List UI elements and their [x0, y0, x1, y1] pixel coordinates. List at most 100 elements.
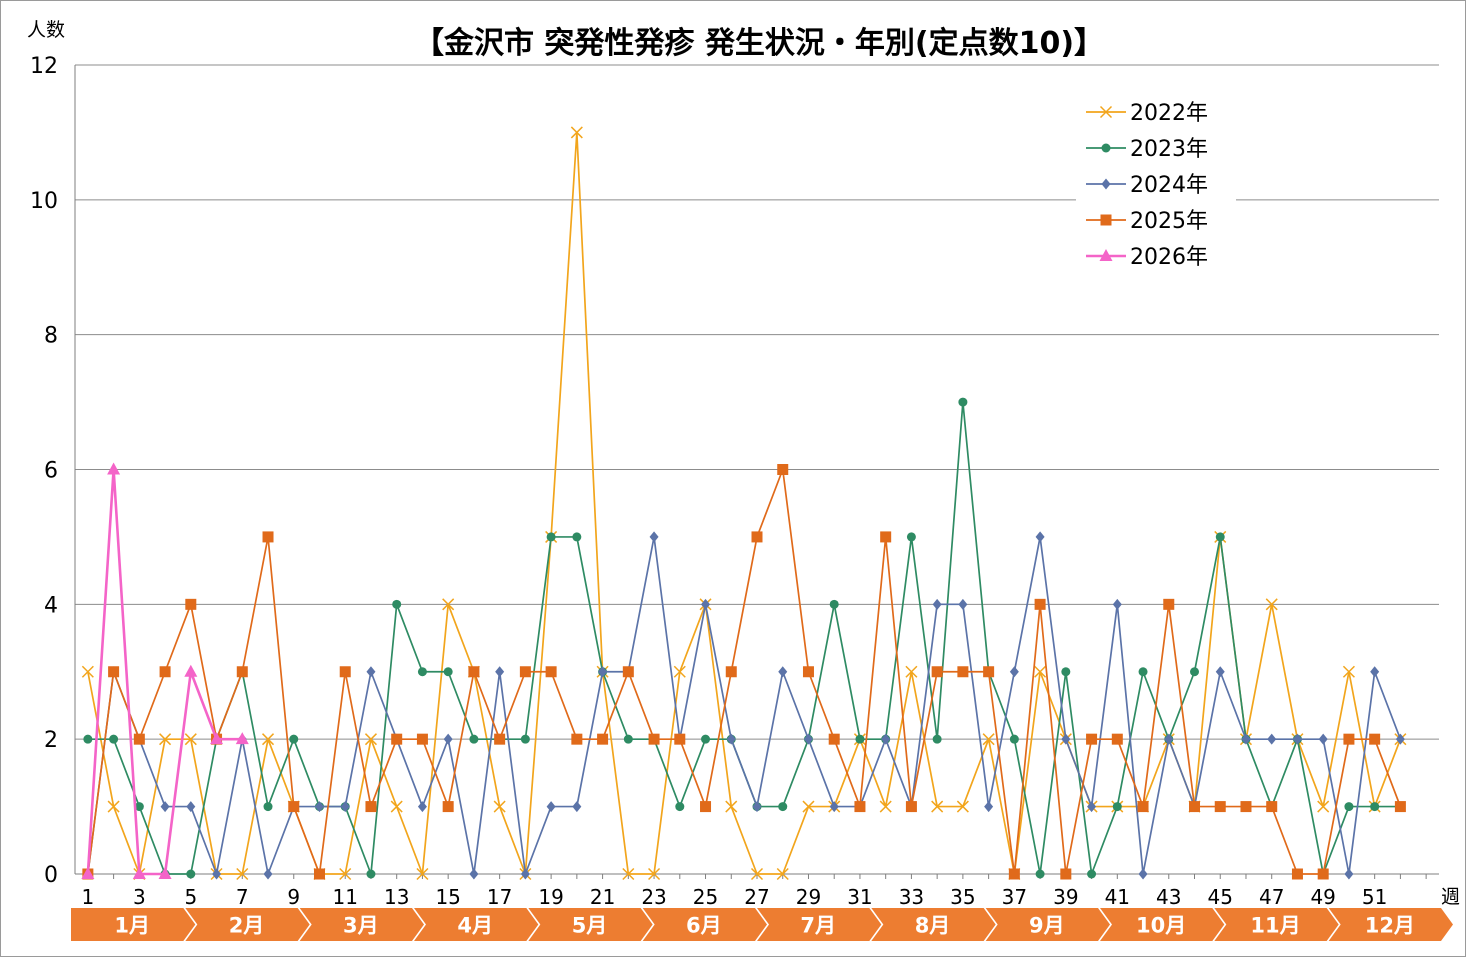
x-tick-label: 5 — [184, 885, 197, 909]
data-point — [443, 667, 453, 677]
legend-label: 2023年 — [1130, 137, 1208, 162]
x-axis-label: 週 — [1441, 886, 1460, 908]
data-point — [1317, 800, 1330, 813]
month-label: 3月 — [343, 914, 379, 938]
data-point — [314, 801, 324, 813]
legend-marker — [1101, 178, 1111, 190]
data-point — [1215, 532, 1225, 542]
data-point — [262, 531, 274, 543]
data-point — [1318, 733, 1328, 745]
data-point — [622, 867, 635, 881]
month-chevron — [1328, 908, 1453, 941]
x-tick-label: 29 — [796, 885, 821, 909]
data-point — [159, 666, 171, 678]
data-point — [597, 733, 609, 745]
x-tick-label: 11 — [332, 885, 357, 909]
y-tick-labels: 0 2 4 6 8 10 12 — [30, 54, 58, 888]
x-tick-label: 17 — [487, 885, 512, 909]
marker-stroke — [776, 867, 789, 881]
data-point — [1087, 801, 1097, 813]
data-point — [725, 800, 738, 813]
data-point — [313, 868, 325, 880]
data-point — [701, 734, 711, 744]
data-point — [1035, 531, 1045, 543]
data-point — [365, 801, 377, 813]
data-point — [1266, 801, 1278, 813]
data-point — [339, 666, 351, 678]
data-point — [648, 867, 661, 881]
data-point — [263, 868, 273, 880]
x-tick-label: 41 — [1105, 885, 1130, 909]
data-point — [339, 867, 352, 881]
x-tick-label: 23 — [641, 885, 666, 909]
data-point — [366, 869, 376, 879]
data-point — [854, 801, 866, 813]
data-point — [83, 734, 93, 744]
data-point — [1370, 802, 1380, 812]
marker-stroke — [1265, 598, 1278, 611]
legend-item: 2025年 — [1086, 209, 1208, 234]
data-point — [1344, 868, 1354, 880]
data-point — [700, 801, 712, 813]
month-label: 2月 — [229, 914, 265, 938]
legend-marker — [1099, 105, 1113, 119]
marker-stroke — [107, 800, 120, 813]
series-line — [87, 536, 1402, 875]
data-point — [1189, 801, 1201, 813]
month-label: 7月 — [800, 914, 836, 938]
x-tick-label: 13 — [384, 885, 409, 909]
y-tick-label: 6 — [44, 459, 58, 484]
legend-item: 2026年 — [1086, 245, 1208, 270]
y-tick-label: 10 — [30, 189, 58, 214]
x-tick-label: 37 — [1002, 885, 1027, 909]
data-point — [1292, 733, 1302, 745]
month-label: 10月 — [1136, 914, 1186, 938]
marker-stroke — [648, 867, 661, 881]
data-point — [1034, 598, 1046, 610]
data-point — [905, 801, 917, 813]
data-point — [442, 598, 455, 611]
data-point — [1291, 868, 1303, 880]
data-point — [186, 869, 196, 879]
x-tick-label: 43 — [1156, 885, 1181, 909]
month-label: 12月 — [1365, 914, 1415, 938]
data-point — [1138, 667, 1148, 677]
data-point — [520, 734, 530, 744]
data-point — [132, 867, 146, 879]
data-point — [1344, 802, 1354, 812]
legend-label: 2025年 — [1130, 209, 1208, 234]
data-point — [931, 666, 943, 678]
month-chevron — [185, 908, 310, 941]
data-point — [468, 666, 480, 678]
month-chevron — [414, 908, 539, 941]
data-point — [776, 867, 789, 881]
marker-stroke — [1034, 665, 1047, 678]
marker-stroke — [364, 733, 377, 746]
data-point — [855, 734, 865, 744]
x-tick-label: 25 — [693, 885, 718, 909]
data-point — [469, 734, 479, 744]
data-point — [494, 733, 506, 745]
data-point — [572, 801, 582, 813]
month-chevron — [299, 908, 424, 941]
data-point — [675, 802, 685, 812]
marker-stroke — [1342, 665, 1355, 678]
series-2026年 — [81, 462, 249, 879]
data-point — [648, 733, 660, 745]
series-line — [87, 468, 1402, 875]
data-point — [186, 801, 196, 813]
month-label: 4月 — [457, 914, 493, 938]
data-point — [1061, 733, 1071, 745]
data-point — [829, 801, 839, 813]
data-point — [184, 664, 198, 677]
marker-stroke — [236, 867, 249, 881]
legend-label: 2024年 — [1130, 173, 1208, 198]
data-point — [1342, 665, 1355, 678]
series-group — [81, 126, 1407, 881]
data-point — [81, 867, 95, 879]
month-label: 5月 — [572, 914, 608, 938]
data-point — [777, 464, 789, 475]
data-point — [261, 733, 275, 746]
data-point — [417, 801, 427, 813]
data-point — [1214, 801, 1226, 813]
